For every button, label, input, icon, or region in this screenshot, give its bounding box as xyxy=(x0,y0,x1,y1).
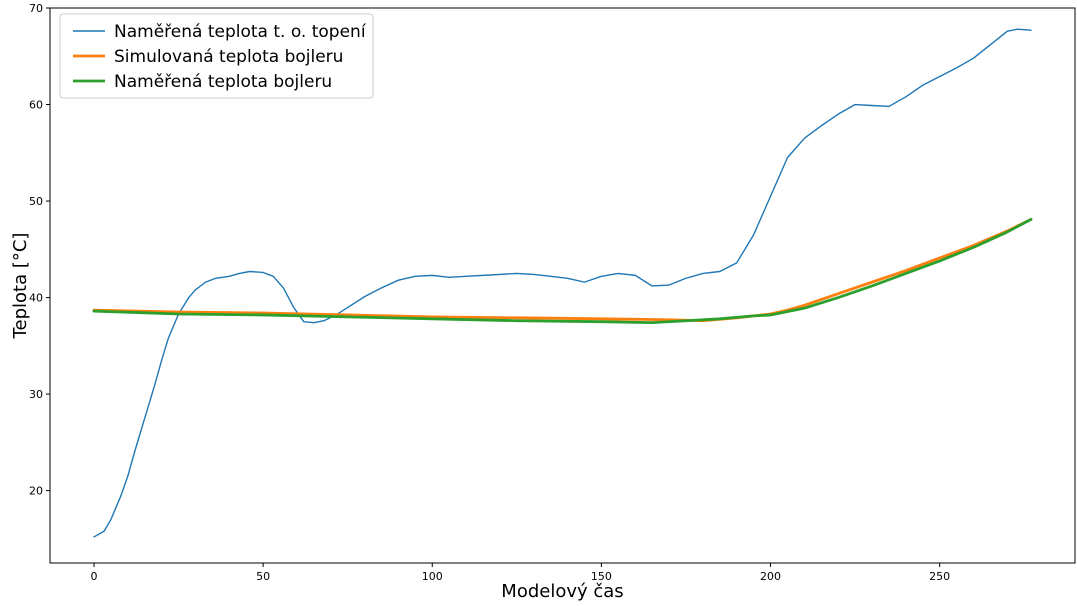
x-tick-label: 0 xyxy=(90,570,97,583)
legend: Naměřená teplota t. o. topení Simulovaná… xyxy=(59,13,374,99)
y-tick-label: 60 xyxy=(29,99,43,112)
series-line-simulated-boiler xyxy=(92,217,1033,323)
x-tick-label: 250 xyxy=(929,570,950,583)
y-tick-label: 70 xyxy=(29,2,43,15)
series-line-tank-inlet xyxy=(93,28,1032,538)
y-axis: 20 30 40 50 60 70 xyxy=(29,2,50,498)
x-tick-label: 200 xyxy=(760,570,781,583)
y-tick-label: 30 xyxy=(29,388,43,401)
x-tick-label: 150 xyxy=(591,570,612,583)
series-line-measured-boiler xyxy=(92,217,1033,325)
legend-box xyxy=(59,13,374,99)
legend-label-measured-boiler: Naměřená teplota bojleru xyxy=(114,72,332,92)
series-layer xyxy=(92,28,1033,538)
y-tick-label: 20 xyxy=(29,485,43,498)
x-tick-label: 100 xyxy=(422,570,443,583)
x-tick-label: 50 xyxy=(256,570,270,583)
x-axis-label: Modelový čas xyxy=(501,581,623,602)
x-axis: 0 50 100 150 200 250 xyxy=(90,563,950,583)
plot-frame xyxy=(49,7,1076,564)
legend-label-simulated-boiler: Simulovaná teplota bojleru xyxy=(114,47,343,67)
y-tick-label: 50 xyxy=(29,195,43,208)
legend-label-tank-inlet: Naměřená teplota t. o. topení xyxy=(114,22,367,42)
y-axis-label: Teplota [°C] xyxy=(10,233,31,340)
y-tick-label: 40 xyxy=(29,292,43,305)
